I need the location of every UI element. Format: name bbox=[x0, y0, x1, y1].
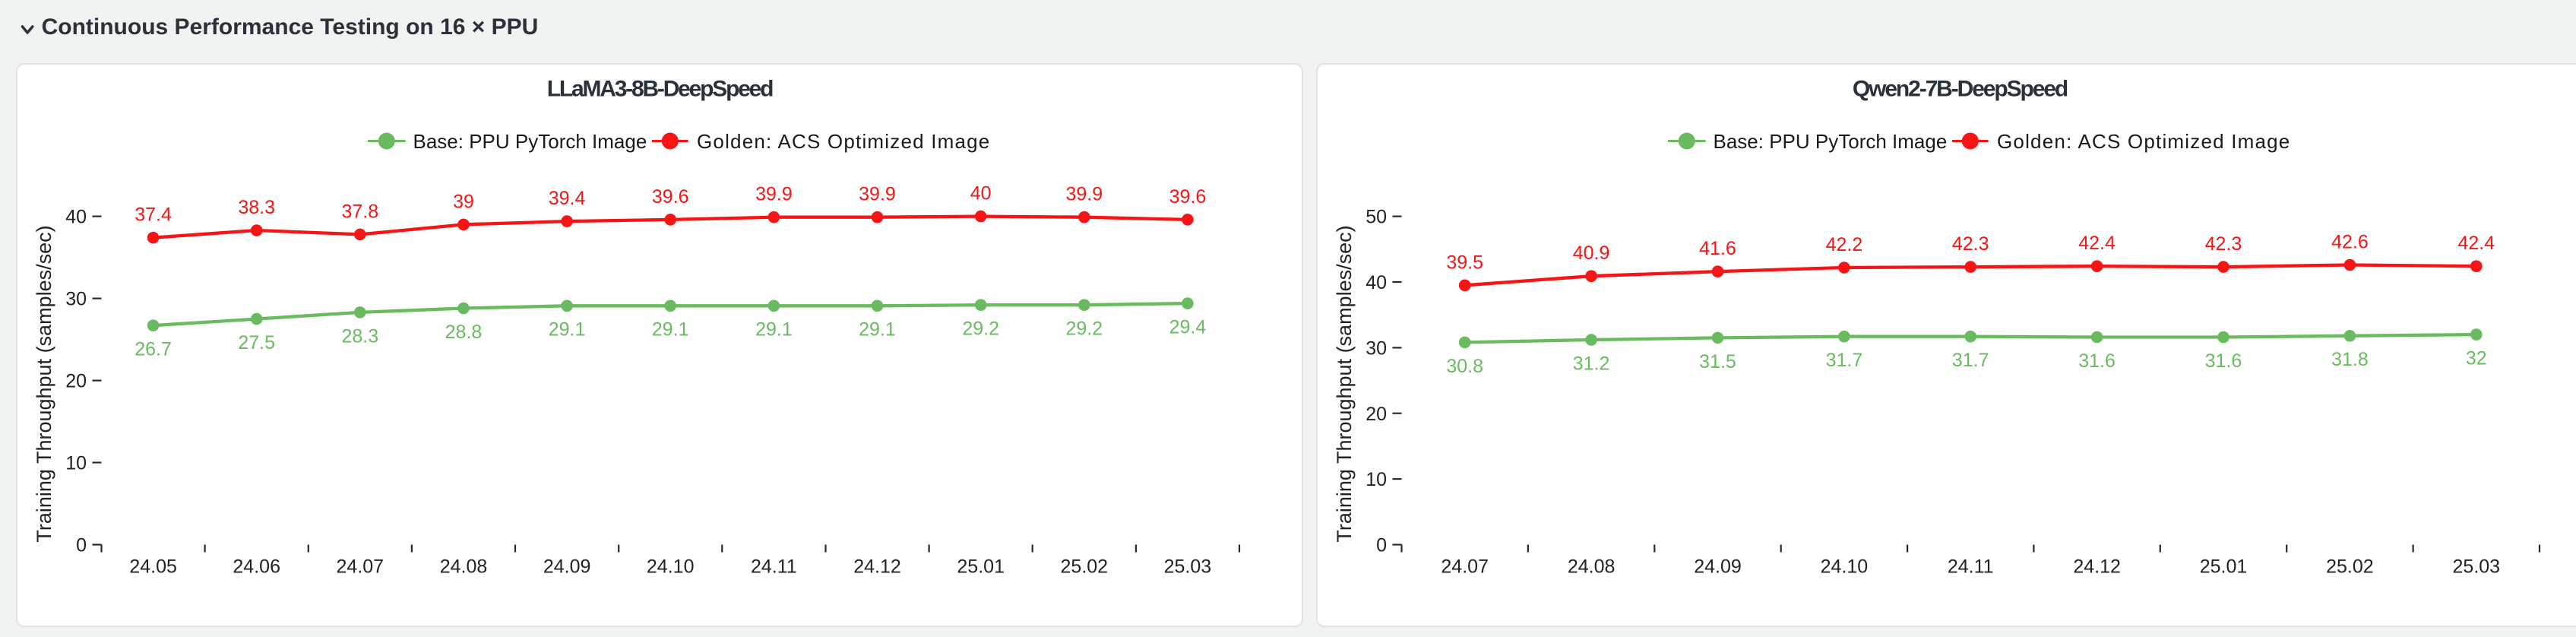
svg-text:42.6: 42.6 bbox=[2331, 232, 2369, 253]
svg-text:10: 10 bbox=[65, 453, 87, 474]
svg-text:42.3: 42.3 bbox=[1952, 233, 1989, 255]
svg-text:25.02: 25.02 bbox=[2326, 556, 2374, 578]
svg-text:31.6: 31.6 bbox=[2078, 350, 2116, 372]
svg-text:39.6: 39.6 bbox=[1169, 186, 1207, 208]
svg-text:29.4: 29.4 bbox=[1169, 317, 1207, 338]
svg-text:42.2: 42.2 bbox=[1826, 234, 1863, 255]
svg-text:40: 40 bbox=[65, 207, 87, 228]
svg-text:25.01: 25.01 bbox=[957, 556, 1005, 578]
svg-text:LLaMA3-8B-DeepSpeed: LLaMA3-8B-DeepSpeed bbox=[547, 76, 773, 101]
svg-text:29.2: 29.2 bbox=[1065, 318, 1103, 340]
svg-text:39.4: 39.4 bbox=[549, 188, 586, 209]
svg-text:31.7: 31.7 bbox=[1826, 350, 1863, 371]
svg-text:32: 32 bbox=[2466, 348, 2487, 369]
svg-text:29.1: 29.1 bbox=[755, 319, 793, 341]
svg-text:37.8: 37.8 bbox=[341, 201, 378, 222]
svg-text:39: 39 bbox=[453, 191, 474, 212]
svg-text:29.2: 29.2 bbox=[962, 318, 999, 340]
svg-text:24.11: 24.11 bbox=[751, 556, 797, 578]
svg-text:31.5: 31.5 bbox=[1699, 351, 1736, 372]
svg-text:30: 30 bbox=[1366, 338, 1387, 360]
svg-text:40: 40 bbox=[970, 183, 992, 204]
svg-text:Training Throughput (samples/s: Training Throughput (samples/sec) bbox=[1333, 225, 1356, 542]
svg-text:24.08: 24.08 bbox=[1568, 556, 1616, 578]
svg-text:27.5: 27.5 bbox=[238, 332, 275, 353]
svg-text:25.01: 25.01 bbox=[2200, 556, 2248, 578]
svg-text:28.3: 28.3 bbox=[341, 325, 378, 347]
svg-text:25.03: 25.03 bbox=[2453, 556, 2501, 578]
svg-text:Continuous Performance Testing: Continuous Performance Testing on 16 × P… bbox=[42, 14, 539, 40]
svg-text:24.12: 24.12 bbox=[2073, 556, 2121, 578]
svg-text:24.11: 24.11 bbox=[1948, 556, 1994, 578]
svg-text:37.4: 37.4 bbox=[134, 204, 172, 226]
svg-text:20: 20 bbox=[1366, 404, 1387, 425]
svg-text:26.7: 26.7 bbox=[134, 339, 172, 360]
svg-text:42.4: 42.4 bbox=[2457, 233, 2495, 254]
svg-text:10: 10 bbox=[1366, 469, 1387, 490]
svg-text:30: 30 bbox=[65, 289, 87, 310]
svg-text:31.6: 31.6 bbox=[2205, 350, 2242, 372]
svg-text:25.03: 25.03 bbox=[1164, 556, 1212, 578]
svg-text:Base: PPU PyTorch Image: Base: PPU PyTorch Image bbox=[413, 130, 647, 153]
svg-text:28.8: 28.8 bbox=[445, 322, 483, 343]
svg-text:50: 50 bbox=[1366, 207, 1387, 228]
svg-text:31.7: 31.7 bbox=[1952, 350, 1989, 371]
svg-text:29.1: 29.1 bbox=[652, 319, 689, 341]
svg-text:39.9: 39.9 bbox=[755, 184, 793, 205]
svg-text:Training Throughput (samples/s: Training Throughput (samples/sec) bbox=[33, 225, 55, 542]
svg-text:42.3: 42.3 bbox=[2205, 233, 2242, 255]
svg-text:39.5: 39.5 bbox=[1446, 252, 1483, 273]
svg-text:24.09: 24.09 bbox=[1694, 556, 1742, 578]
svg-text:24.09: 24.09 bbox=[543, 556, 591, 578]
svg-text:Base: PPU PyTorch Image: Base: PPU PyTorch Image bbox=[1714, 130, 1948, 153]
svg-text:24.10: 24.10 bbox=[1821, 556, 1869, 578]
svg-text:24.06: 24.06 bbox=[233, 556, 280, 578]
svg-text:40.9: 40.9 bbox=[1573, 242, 1610, 264]
svg-text:0: 0 bbox=[76, 535, 87, 556]
svg-text:25.02: 25.02 bbox=[1061, 556, 1109, 578]
svg-text:24.07: 24.07 bbox=[337, 556, 385, 578]
svg-text:31.8: 31.8 bbox=[2331, 349, 2369, 370]
svg-text:42.4: 42.4 bbox=[2078, 233, 2116, 254]
svg-text:41.6: 41.6 bbox=[1699, 238, 1736, 259]
svg-text:39.9: 39.9 bbox=[1065, 184, 1103, 205]
svg-text:24.07: 24.07 bbox=[1441, 556, 1489, 578]
svg-text:24.12: 24.12 bbox=[853, 556, 901, 578]
svg-text:Qwen2-7B-DeepSpeed: Qwen2-7B-DeepSpeed bbox=[1853, 76, 2068, 101]
svg-text:Golden: ACS Optimized Image: Golden: ACS Optimized Image bbox=[1997, 130, 2290, 153]
svg-text:31.2: 31.2 bbox=[1573, 353, 1610, 374]
svg-text:Golden: ACS Optimized Image: Golden: ACS Optimized Image bbox=[697, 130, 990, 153]
svg-text:20: 20 bbox=[65, 371, 87, 392]
svg-text:0: 0 bbox=[1376, 535, 1387, 556]
svg-text:40: 40 bbox=[1366, 272, 1387, 293]
svg-text:38.3: 38.3 bbox=[238, 197, 275, 218]
svg-text:39.6: 39.6 bbox=[652, 186, 689, 208]
svg-text:30.8: 30.8 bbox=[1446, 356, 1483, 377]
svg-text:24.08: 24.08 bbox=[440, 556, 488, 578]
svg-text:29.1: 29.1 bbox=[859, 319, 896, 341]
svg-text:24.10: 24.10 bbox=[647, 556, 695, 578]
svg-text:39.9: 39.9 bbox=[859, 184, 896, 205]
svg-text:24.05: 24.05 bbox=[129, 556, 177, 578]
svg-text:29.1: 29.1 bbox=[549, 319, 586, 341]
